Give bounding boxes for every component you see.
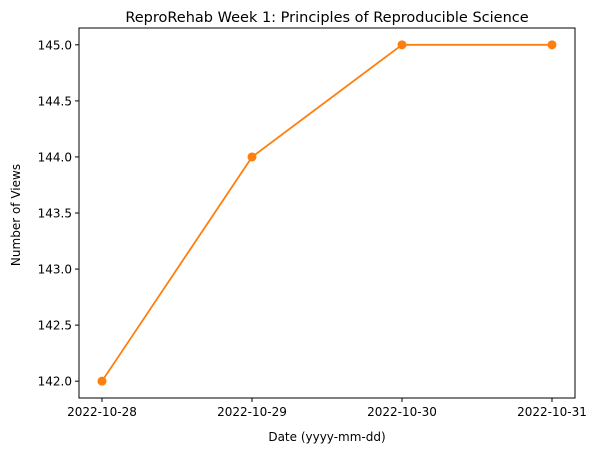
y-tick-label: 143.0 bbox=[38, 263, 72, 277]
y-tick-label: 142.5 bbox=[38, 319, 72, 333]
series-line bbox=[101, 43, 552, 382]
data-point bbox=[97, 376, 107, 386]
x-axis-label: Date (yyyy-mm-dd) bbox=[268, 430, 385, 444]
y-axis-ticks: 142.0 142.5 143.0 143.5 144.0 144.5 145.0 bbox=[38, 38, 79, 389]
y-tick-label: 142.0 bbox=[38, 375, 72, 389]
y-tick-label: 144.0 bbox=[38, 150, 72, 164]
x-tick-label: 2022-10-29 bbox=[217, 405, 287, 419]
series-layer bbox=[97, 40, 557, 386]
y-axis-label: Number of Views bbox=[9, 164, 23, 266]
chart-title: ReproRehab Week 1: Principles of Reprodu… bbox=[125, 10, 528, 26]
x-tick-label: 2022-10-28 bbox=[67, 405, 137, 419]
x-axis-ticks: 2022-10-28 2022-10-29 2022-10-30 2022-10-31 bbox=[67, 398, 587, 419]
plot-frame bbox=[78, 27, 576, 399]
data-point bbox=[247, 152, 257, 162]
y-tick-label: 145.0 bbox=[38, 38, 72, 52]
y-tick-label: 144.5 bbox=[38, 94, 72, 108]
y-tick-label: 143.5 bbox=[38, 207, 72, 221]
data-point bbox=[547, 40, 557, 50]
data-point bbox=[397, 40, 407, 50]
x-tick-label: 2022-10-30 bbox=[367, 405, 437, 419]
x-tick-label: 2022-10-31 bbox=[517, 405, 587, 419]
